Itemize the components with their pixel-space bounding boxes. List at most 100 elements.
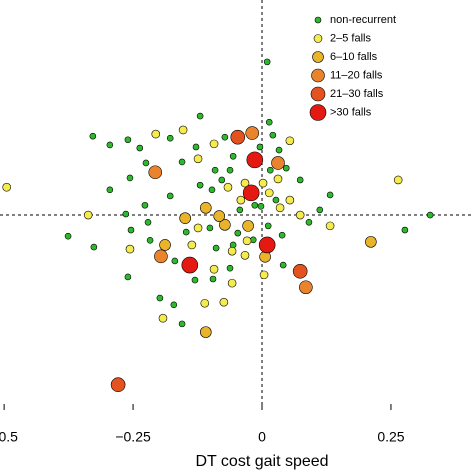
point <box>218 176 226 184</box>
legend-marker <box>314 16 322 24</box>
point <box>90 243 98 251</box>
point <box>126 174 134 182</box>
point <box>191 276 199 284</box>
point <box>124 136 132 144</box>
point <box>178 158 186 166</box>
point <box>136 144 144 152</box>
point <box>240 250 250 260</box>
point <box>282 164 290 172</box>
point <box>193 223 203 233</box>
point <box>258 236 276 254</box>
point <box>251 201 259 209</box>
point <box>127 226 135 234</box>
legend-marker <box>311 68 325 83</box>
point <box>196 112 204 120</box>
point <box>258 178 268 188</box>
point <box>365 236 377 248</box>
point <box>199 326 212 338</box>
point <box>64 232 72 240</box>
point <box>325 221 335 231</box>
point <box>212 244 220 252</box>
point <box>285 136 295 146</box>
legend-label: non-recurrent <box>330 14 396 26</box>
point <box>240 178 250 188</box>
point <box>106 141 114 149</box>
point <box>219 219 231 231</box>
point <box>209 139 219 149</box>
legend-marker <box>310 86 326 102</box>
point <box>166 192 174 200</box>
point <box>170 301 178 309</box>
point <box>273 174 283 184</box>
point <box>159 239 171 251</box>
point <box>305 218 313 226</box>
point <box>144 218 152 226</box>
point <box>271 156 285 170</box>
point <box>223 182 233 192</box>
point <box>141 201 149 209</box>
point <box>234 229 242 237</box>
point <box>110 377 126 393</box>
point <box>122 210 130 218</box>
point <box>272 196 280 204</box>
point <box>299 280 313 295</box>
x-tick-label: −0.25 <box>115 429 151 445</box>
point <box>171 257 179 265</box>
x-axis-label: DT cost gait speed <box>195 453 328 470</box>
point <box>208 186 216 194</box>
point <box>236 195 246 205</box>
point <box>178 125 188 135</box>
point <box>211 166 219 174</box>
legend-label: 6–10 falls <box>330 51 378 63</box>
legend-label: 11–20 falls <box>330 69 383 81</box>
legend-marker <box>312 51 324 63</box>
point <box>179 212 191 224</box>
point <box>151 129 161 139</box>
point <box>316 206 324 214</box>
point <box>292 263 308 279</box>
point <box>148 165 163 180</box>
point <box>199 202 212 214</box>
point <box>259 270 269 280</box>
point <box>257 202 265 210</box>
point <box>285 195 295 205</box>
point <box>278 231 286 239</box>
point <box>295 210 305 220</box>
point <box>221 133 229 141</box>
legend-marker <box>309 104 327 121</box>
legend-label: 2–5 falls <box>330 32 371 44</box>
point <box>242 236 252 246</box>
point <box>181 256 199 274</box>
point <box>193 154 203 164</box>
point <box>229 152 237 160</box>
point <box>83 210 93 220</box>
point <box>106 186 114 194</box>
point <box>230 129 246 145</box>
point <box>192 143 200 151</box>
point <box>296 176 304 184</box>
legend-marker <box>313 34 323 43</box>
point <box>279 261 287 269</box>
point <box>178 320 186 328</box>
point <box>142 159 150 167</box>
point <box>393 175 403 185</box>
point <box>236 206 244 214</box>
point <box>209 275 217 283</box>
x-tick-label: 0.25 <box>377 429 404 445</box>
point <box>2 182 12 192</box>
point <box>265 118 273 126</box>
point <box>156 294 164 302</box>
point <box>426 211 434 219</box>
legend-label: >30 falls <box>330 106 372 118</box>
point <box>275 146 283 154</box>
point <box>246 151 264 169</box>
point <box>227 278 237 288</box>
point <box>158 313 168 323</box>
point <box>125 244 135 254</box>
point <box>209 264 219 274</box>
point <box>245 126 260 140</box>
point <box>219 297 229 307</box>
point <box>182 228 190 236</box>
point <box>242 184 260 202</box>
